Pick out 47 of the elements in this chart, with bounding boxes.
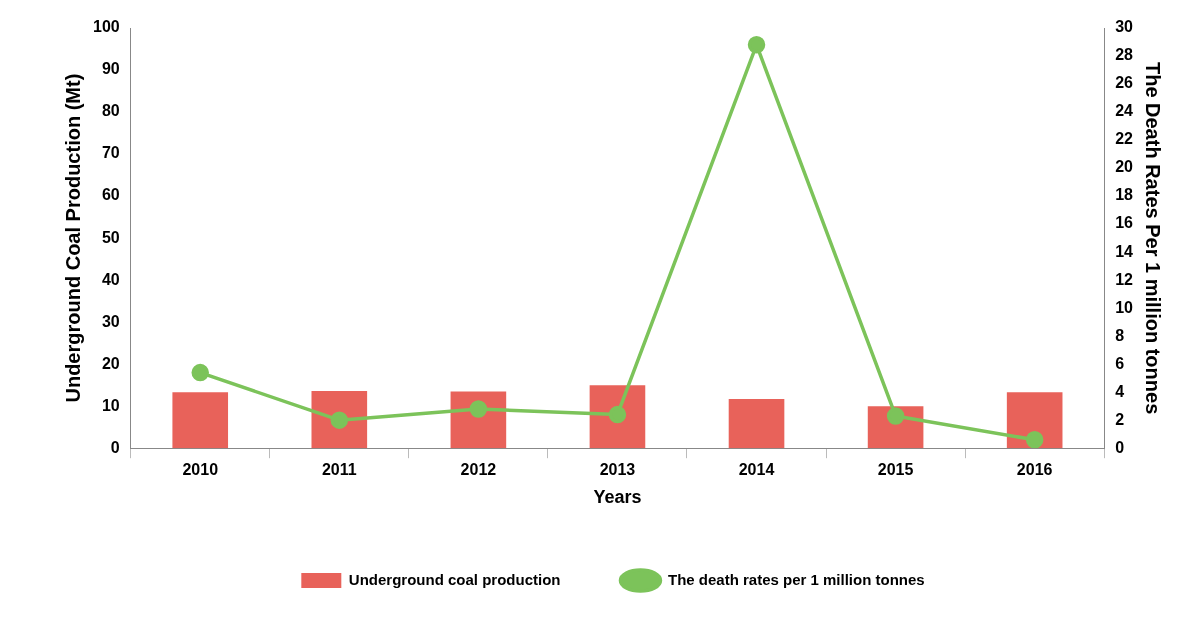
x-tick-label: 2013 (599, 461, 636, 479)
y-tick-label: 0 (110, 438, 120, 456)
x-tick-label: 2010 (182, 461, 219, 479)
bar (172, 392, 229, 449)
y2-tick-label: 22 (1115, 130, 1134, 148)
y-tick-label: 70 (101, 144, 120, 162)
y2-tick-label: 10 (1115, 298, 1134, 316)
y2-tick-label: 4 (1115, 382, 1125, 400)
y2-tick-label: 24 (1115, 102, 1134, 120)
x-tick-label: 2012 (460, 461, 497, 479)
y-tick-label: 100 (92, 18, 120, 36)
y-tick-label: 60 (101, 186, 120, 204)
y-tick-label: 80 (101, 102, 120, 120)
x-tick-label: 2016 (1016, 461, 1053, 479)
y2-tick-label: 0 (1115, 438, 1125, 456)
y2-tick-label: 14 (1115, 242, 1134, 260)
y2-tick-label: 12 (1115, 270, 1134, 288)
y-tick-label: 90 (101, 60, 120, 78)
y2-tick-label: 30 (1115, 18, 1134, 36)
bar (1006, 392, 1063, 449)
y-tick-label: 30 (101, 312, 120, 330)
y-axis-title: Underground Coal Production (Mt) (61, 73, 84, 403)
y2-tick-label: 2 (1115, 410, 1125, 428)
y-tick-label: 10 (101, 396, 120, 414)
y-tick-label: 50 (101, 228, 120, 246)
y-tick-label: 20 (101, 354, 120, 372)
y2-tick-label: 6 (1115, 354, 1125, 372)
legend-label: Underground coal production (348, 570, 561, 588)
y2-tick-label: 8 (1115, 326, 1125, 344)
y2-axis-title: The Death Rates Per 1 million tonnes (1142, 61, 1165, 415)
y2-tick-label: 18 (1115, 186, 1134, 204)
y-tick-label: 40 (101, 270, 120, 288)
y2-tick-label: 28 (1115, 46, 1134, 64)
point (191, 363, 209, 382)
y2-tick-label: 20 (1115, 158, 1134, 176)
point (747, 36, 766, 54)
point (1025, 431, 1044, 449)
legend-label: The death rates per 1 million tonnes (667, 570, 925, 588)
x-axis-title: Years (593, 487, 642, 508)
x-tick-label: 2014 (738, 461, 775, 479)
y2-tick-label: 26 (1115, 74, 1134, 92)
x-tick-label: 2015 (877, 461, 914, 479)
x-tick-label: 2011 (321, 461, 357, 479)
point (886, 407, 905, 425)
bar (728, 399, 785, 449)
point (469, 400, 488, 418)
y2-tick-label: 16 (1115, 214, 1134, 232)
